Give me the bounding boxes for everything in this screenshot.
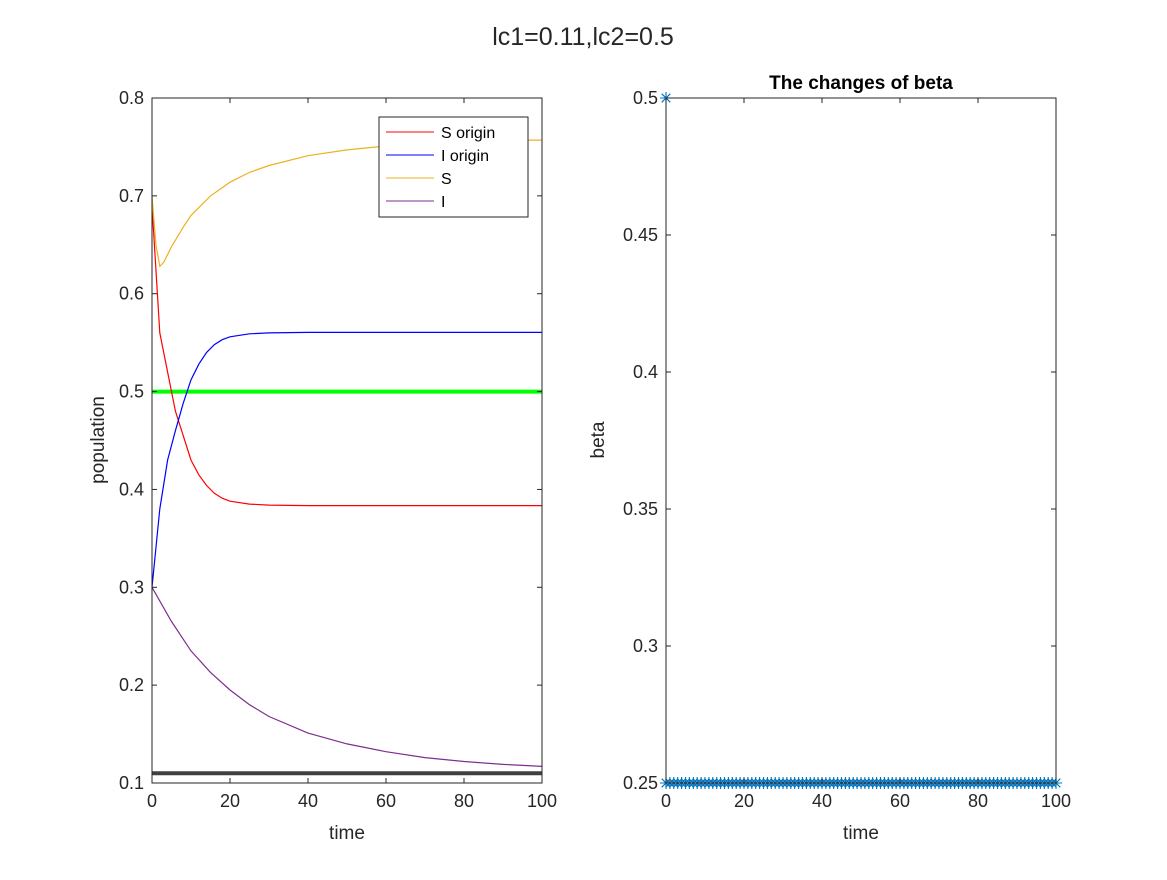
figure-suptitle: lc1=0.11,lc2=0.5 xyxy=(492,23,674,51)
population-xtick-label: 40 xyxy=(298,791,318,811)
population-xtick-label: 0 xyxy=(147,791,157,811)
population-ytick-label: 0.1 xyxy=(119,773,144,793)
beta-xtick-label: 100 xyxy=(1041,791,1071,811)
beta-xtick-label: 80 xyxy=(968,791,988,811)
plot-population: 0 20 40 60 80 100 0.1 0.2 0.3 0.4 0.5 0.6 0.7 0.8 tim… xyxy=(88,88,557,844)
legend-entry-s-origin: S origin xyxy=(386,125,495,142)
population-xtick-label: 60 xyxy=(376,791,396,811)
legend-label: I origin xyxy=(441,148,489,165)
series-line-s-origin xyxy=(151,205,542,507)
population-ytick-label: 0.6 xyxy=(119,284,144,304)
population-ytick-label: 0.2 xyxy=(119,675,144,695)
population-xtick-label: 20 xyxy=(220,791,240,811)
population-ytick-label: 0.5 xyxy=(119,382,144,402)
population-xtick-label: 100 xyxy=(527,791,557,811)
beta-ticks: 0 20 40 60 80 100 0.25 0.3 0.35 0.4 0.45 0.5 xyxy=(623,88,1071,811)
beta-ylabel: beta xyxy=(588,421,609,458)
beta-ytick-label: 0.3 xyxy=(633,636,658,656)
beta-xlabel: time xyxy=(843,823,879,844)
plot-population-frame xyxy=(151,97,543,784)
population-xlabel: time xyxy=(329,823,365,844)
beta-xtick-label: 40 xyxy=(812,791,832,811)
beta-xtick-label: 0 xyxy=(661,791,671,811)
population-ytick-label: 0.3 xyxy=(119,577,144,597)
legend-entry-i-origin: I origin xyxy=(386,148,489,165)
plot-beta: 0 20 40 60 80 100 0.25 0.3 0.35 0.4 0.45 0.5 The ch… xyxy=(588,73,1071,844)
plot-beta-frame xyxy=(665,97,1057,784)
population-ytick-label: 0.4 xyxy=(119,479,144,499)
legend-entry-i: I xyxy=(386,194,445,211)
beta-ytick-label: 0.5 xyxy=(633,88,658,108)
beta-ytick-label: 0.35 xyxy=(623,499,658,519)
beta-xtick-label: 20 xyxy=(734,791,754,811)
beta-ytick-label: 0.4 xyxy=(633,362,658,382)
population-series-group xyxy=(151,139,543,776)
series-line-i-origin xyxy=(151,331,542,588)
legend-label: I xyxy=(441,194,445,211)
legend: S origin I origin S I xyxy=(378,116,529,218)
legend-label: S origin xyxy=(441,125,495,142)
legend-label: S xyxy=(441,171,452,188)
population-ytick-label: 0.7 xyxy=(119,186,144,206)
beta-ytick-label: 0.25 xyxy=(623,773,658,793)
population-ticks: 0 20 40 60 80 100 0.1 0.2 0.3 0.4 0.5 0.6 0.7 0.8 xyxy=(119,88,557,811)
beta-xtick-label: 60 xyxy=(890,791,910,811)
legend-box xyxy=(378,116,529,218)
beta-plot-title: The changes of beta xyxy=(769,73,953,94)
beta-ytick-label: 0.45 xyxy=(623,225,658,245)
plot-beta-area xyxy=(666,98,1056,783)
population-ylabel: population xyxy=(88,396,109,484)
legend-entry-s: S xyxy=(386,171,452,188)
population-xtick-label: 80 xyxy=(454,791,474,811)
series-line-i xyxy=(151,587,543,767)
population-ytick-label: 0.8 xyxy=(119,88,144,108)
